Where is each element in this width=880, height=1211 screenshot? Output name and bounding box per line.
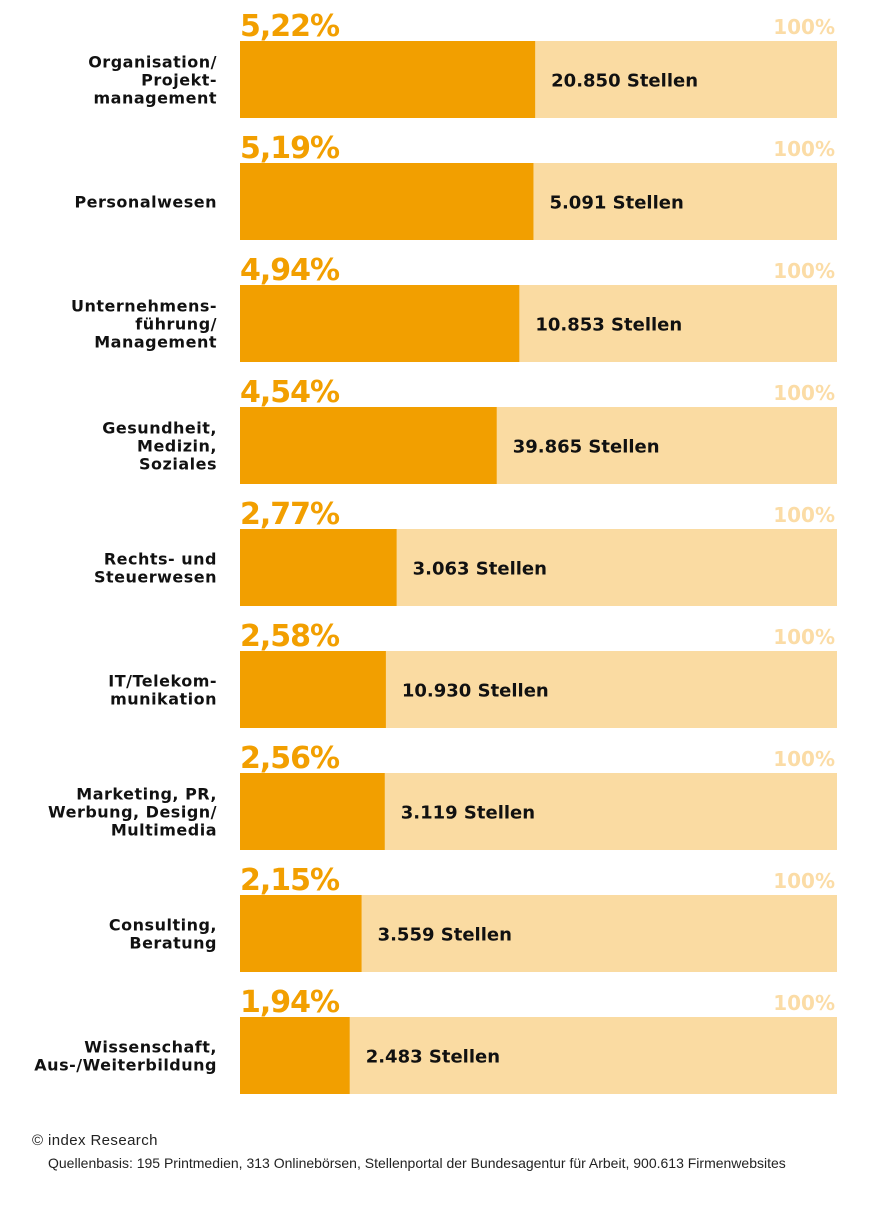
- bar-fill: [240, 163, 534, 240]
- category-label-line: Organisation/: [88, 53, 217, 72]
- bar-count-label: 39.865 Stellen: [513, 437, 660, 458]
- category-label-line: Personalwesen: [74, 193, 217, 212]
- category-label-line: Soziales: [139, 455, 217, 474]
- bar-count-label: 10.853 Stellen: [535, 315, 682, 336]
- category-label-line: Management: [94, 333, 217, 352]
- bar-fill: [240, 41, 536, 118]
- category-label-line: Projekt-: [141, 71, 217, 90]
- category-label: Wissenschaft, Aus-/Weiterbildung: [34, 1038, 217, 1075]
- bar-max-label: 100%: [773, 15, 835, 39]
- bar-value-label: 2,15%: [240, 863, 340, 898]
- category-label: Rechts- und Steuerwesen: [94, 550, 217, 587]
- category-label-line: Werbung, Design/: [48, 803, 217, 822]
- category-label: Gesundheit, Medizin, Soziales: [102, 419, 217, 474]
- bar-fill: [240, 651, 386, 728]
- bar-fill: [240, 285, 520, 362]
- source-note: Quellenbasis: 195 Printmedien, 313 Onlin…: [48, 1155, 786, 1171]
- bar-value-label: 2,77%: [240, 497, 340, 532]
- category-label-line: Rechts- und: [104, 550, 217, 569]
- category-label-line: management: [93, 89, 217, 108]
- bar-value-label: 5,22%: [240, 9, 340, 44]
- category-label: IT/Telekom-munikation: [108, 672, 217, 709]
- bar-fill: [240, 407, 497, 484]
- category-label-line: IT/Telekom-: [108, 672, 217, 691]
- category-label-line: führung/: [135, 315, 217, 334]
- bar-fill: [240, 895, 362, 972]
- bar-value-label: 4,94%: [240, 253, 340, 288]
- bar-max-label: 100%: [773, 503, 835, 527]
- category-label-line: Unternehmens-: [71, 297, 217, 316]
- bar-count-label: 3.559 Stellen: [378, 925, 512, 946]
- bar-max-label: 100%: [773, 137, 835, 161]
- category-label-line: Gesundheit,: [102, 419, 217, 438]
- bar-value-label: 2,56%: [240, 741, 340, 776]
- bar-count-label: 10.930 Stellen: [402, 681, 549, 702]
- bar-max-label: 100%: [773, 869, 835, 893]
- chart-footer: © index Research Quellenbasis: 195 Print…: [32, 1132, 786, 1171]
- bar-fill: [240, 773, 385, 850]
- bar-count-label: 3.119 Stellen: [401, 803, 535, 824]
- category-label: Organisation/Projekt-management: [88, 53, 217, 108]
- bar-value-label: 1,94%: [240, 985, 340, 1020]
- category-label-line: Wissenschaft,: [84, 1038, 217, 1057]
- bar-fill: [240, 529, 397, 606]
- bar-value-label: 5,19%: [240, 131, 340, 166]
- category-label: Personalwesen: [74, 193, 217, 212]
- bar-max-label: 100%: [773, 747, 835, 771]
- category-label: Consulting, Beratung: [109, 916, 217, 953]
- bar-value-label: 4,54%: [240, 375, 340, 410]
- bar-count-label: 3.063 Stellen: [413, 559, 547, 580]
- category-label-line: munikation: [110, 690, 217, 709]
- bar-max-label: 100%: [773, 259, 835, 283]
- category-label-line: Consulting,: [109, 916, 217, 935]
- category-label-line: Steuerwesen: [94, 568, 217, 587]
- bar-count-label: 20.850 Stellen: [551, 71, 698, 92]
- bar-fill: [240, 1017, 350, 1094]
- bar-max-label: 100%: [773, 381, 835, 405]
- bar-max-label: 100%: [773, 991, 835, 1015]
- copyright-note: © index Research: [32, 1132, 158, 1149]
- bar-max-label: 100%: [773, 625, 835, 649]
- bar-count-label: 2.483 Stellen: [366, 1047, 500, 1068]
- category-label-line: Beratung: [129, 934, 217, 953]
- category-label: Marketing, PR, Werbung, Design/Multimedia: [48, 785, 217, 840]
- bar-value-label: 2,58%: [240, 619, 340, 654]
- category-label-line: Marketing, PR,: [76, 785, 217, 804]
- category-label-line: Medizin,: [137, 437, 217, 456]
- bar-count-label: 5.091 Stellen: [549, 193, 683, 214]
- category-label-line: Multimedia: [111, 821, 217, 840]
- category-label: Unternehmens-führung/Management: [71, 297, 217, 352]
- category-label-line: Aus-/Weiterbildung: [34, 1056, 217, 1075]
- bar-chart: 5,22% 100% 20.850 Stellen Organisation/Proj…: [34, 9, 837, 1094]
